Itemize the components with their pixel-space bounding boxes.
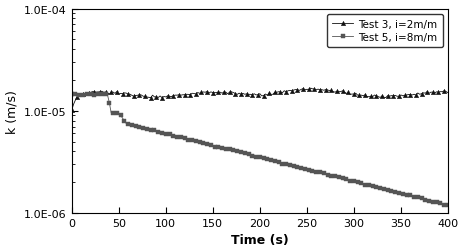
Test 3, i=2m/m [414, 92, 419, 95]
Line: Test 5, i=8m/m: Test 5, i=8m/m [69, 92, 449, 208]
Test 5, i=8m/m [228, 149, 234, 152]
X-axis label: Time (s): Time (s) [231, 234, 288, 246]
Test 5, i=8m/m [208, 144, 213, 147]
Test 3, i=2m/m [103, 91, 108, 94]
Test 3, i=2m/m [206, 92, 211, 95]
Test 5, i=8m/m [414, 196, 419, 199]
Test 3, i=2m/m [307, 87, 313, 90]
Test 3, i=2m/m [71, 103, 76, 106]
Test 5, i=8m/m [105, 94, 110, 97]
Test 3, i=2m/m [226, 91, 232, 94]
Legend: Test 3, i=2m/m, Test 5, i=8m/m: Test 3, i=2m/m, Test 5, i=8m/m [326, 15, 442, 48]
Test 3, i=2m/m [444, 92, 450, 95]
Test 5, i=8m/m [444, 204, 450, 207]
Test 5, i=8m/m [69, 93, 75, 97]
Y-axis label: k (m/s): k (m/s) [6, 89, 19, 133]
Line: Test 3, i=2m/m: Test 3, i=2m/m [69, 86, 449, 113]
Test 5, i=8m/m [71, 93, 76, 96]
Test 3, i=2m/m [271, 91, 277, 94]
Test 3, i=2m/m [69, 109, 75, 112]
Test 5, i=8m/m [273, 160, 279, 163]
Test 5, i=8m/m [100, 92, 106, 96]
